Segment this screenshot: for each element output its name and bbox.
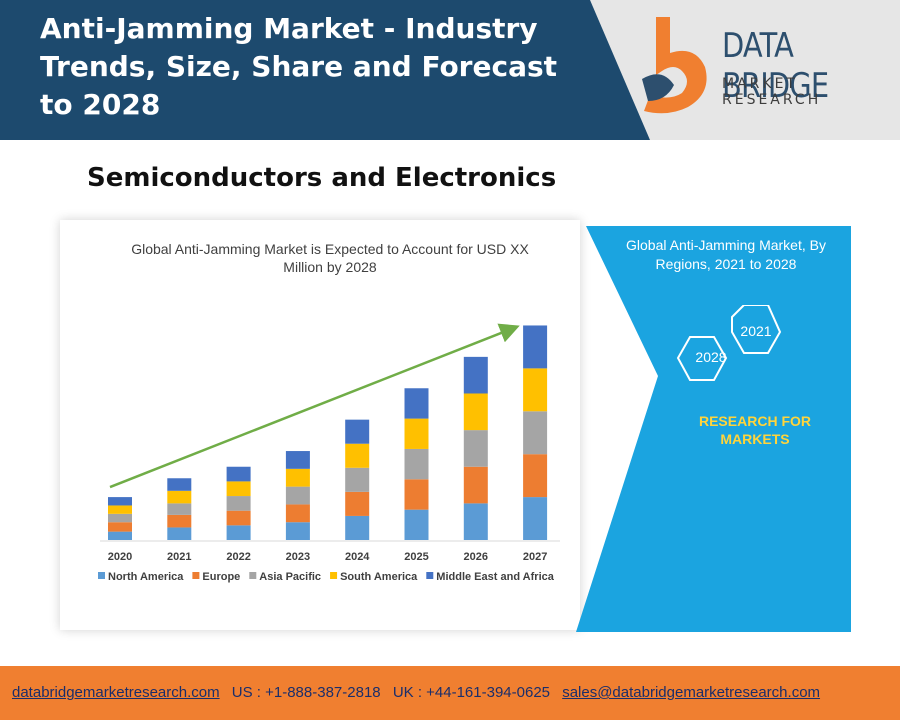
bar-segment (345, 491, 370, 516)
x-tick-label: 2026 (464, 551, 488, 563)
trend-arrow (109, 323, 520, 489)
hexagon-graphic (676, 305, 782, 381)
x-tick-label: 2022 (226, 551, 250, 563)
footer-contacts: databridgemarketresearch.com US : +1-888… (12, 684, 828, 701)
bar-segment (523, 497, 548, 540)
bar-segment (523, 454, 548, 498)
website-link[interactable]: databridgemarketresearch.com (12, 684, 220, 701)
bar-segment (108, 531, 132, 540)
panel-title: Global Anti-Jamming Market, By Regions, … (626, 237, 826, 272)
stacked-bar-chart: 2020 2021 2022 2023 2024 2025 2026 2027 North Am… (98, 323, 560, 583)
bar-segment (345, 467, 370, 492)
legend-swatch (98, 572, 105, 579)
header-title-band (0, 0, 650, 140)
bar-segment (167, 478, 192, 491)
x-tick-label: 2024 (345, 551, 370, 563)
hex-label-2028: 2028 (695, 349, 727, 365)
bar-segment (523, 368, 548, 412)
page-title: Anti-Jamming Market - Industry Trends, S… (40, 12, 558, 121)
legend-swatch (426, 572, 434, 579)
bar-segment (167, 503, 192, 515)
legend-swatch (330, 572, 338, 579)
bar-segment (226, 481, 251, 497)
x-tick-label: 2023 (286, 551, 310, 563)
x-tick-label: 2027 (523, 551, 547, 563)
bar-segment (345, 443, 370, 468)
bar-segment (285, 468, 310, 487)
legend-label: Asia Pacific (259, 571, 321, 583)
email-link[interactable]: sales@databridgemarketresearch.com (562, 684, 821, 701)
bar-segment (523, 411, 548, 455)
x-tick-label: 2025 (404, 551, 428, 563)
chart-title: Global Anti-Jamming Market is Expected t… (131, 241, 529, 275)
logo-name: DATA BRIDGE (722, 26, 829, 106)
bar-segment (345, 419, 370, 444)
bar-segment (108, 522, 132, 532)
bar-segment (463, 430, 488, 467)
x-tick-label: 2021 (167, 551, 191, 563)
bar-segment (108, 505, 132, 514)
bar-segment (345, 515, 370, 540)
research-for-markets: RESEARCH FOR MARKETS (698, 413, 811, 447)
legend-label: South America (340, 571, 418, 583)
bar-segment (463, 393, 488, 431)
uk-phone: UK : +44-161-394-0625 (392, 684, 551, 701)
legend-label: Middle East and Africa (436, 571, 554, 583)
legend-label: Europe (202, 571, 240, 583)
bar-segment (463, 466, 488, 504)
bar-segment (404, 388, 429, 419)
legend-swatch (192, 572, 200, 579)
bar-segment (226, 496, 251, 511)
bar-segment (285, 451, 310, 469)
logo-subtitle: MARKET RESEARCH (722, 76, 822, 108)
hexagon-icon (731, 305, 782, 354)
hexagon-icon (676, 336, 728, 381)
bar-segment (404, 479, 429, 510)
us-phone: US : +1-888-387-2818 (231, 684, 381, 701)
bar-segment (226, 466, 251, 482)
bar-segment (226, 525, 251, 540)
bar-segment (523, 325, 548, 369)
legend-swatch (249, 572, 257, 579)
bar-segment (285, 522, 310, 540)
bar-segment (463, 356, 488, 394)
chart-card (60, 220, 580, 630)
bar-segment (285, 486, 310, 505)
bar-segment (108, 497, 132, 506)
bar-segment (404, 448, 429, 480)
bar-segment (404, 509, 429, 540)
bar-segment (167, 527, 192, 540)
bar-segment (167, 514, 192, 528)
footer-bar (0, 666, 900, 720)
bar-segment (167, 490, 192, 504)
data-bridge-logo (642, 17, 707, 114)
bar-segment (226, 510, 251, 526)
section-title: Semiconductors and Electronics (87, 163, 557, 193)
bar-segment (463, 503, 488, 540)
bar-segment (404, 418, 429, 449)
legend-label: North America (108, 571, 184, 583)
bar-segment (285, 504, 310, 523)
bar-segment (108, 513, 132, 523)
hex-label-2021: 2021 (740, 323, 772, 339)
x-tick-label: 2020 (108, 551, 132, 563)
